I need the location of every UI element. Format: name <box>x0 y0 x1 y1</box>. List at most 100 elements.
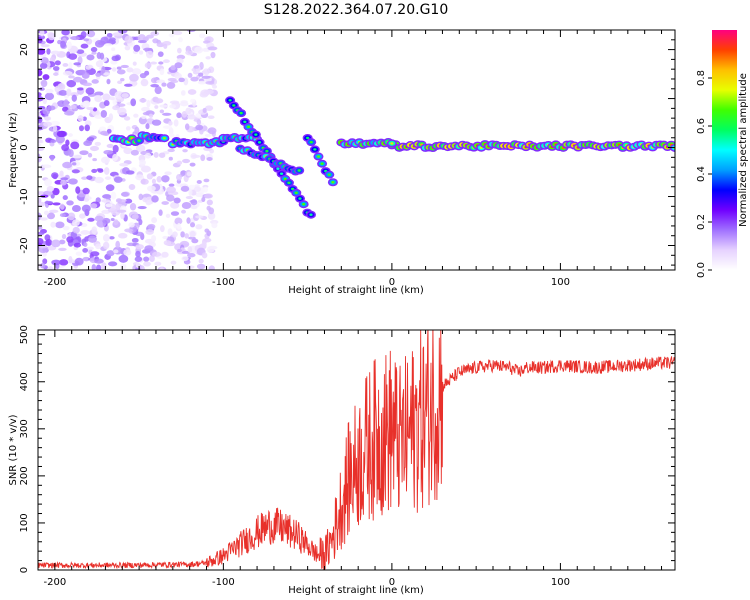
noise-blob <box>134 126 140 135</box>
feature-peak <box>331 181 335 184</box>
noise-blob <box>196 263 206 270</box>
noise-blob <box>169 100 180 105</box>
noise-blob <box>95 72 102 77</box>
noise-blob <box>106 78 111 85</box>
noise-blob <box>204 193 213 199</box>
snr-series <box>38 330 675 570</box>
noise-blob <box>119 162 129 167</box>
noise-blob <box>44 200 54 205</box>
noise-blob <box>54 60 61 66</box>
noise-blob <box>117 107 127 116</box>
noise-blob <box>115 240 121 249</box>
noise-blob <box>190 98 196 103</box>
noise-blob <box>118 232 128 239</box>
noise-blob <box>187 253 196 258</box>
noise-blob <box>52 187 60 196</box>
noise-blob <box>135 250 141 258</box>
feature-peak <box>298 197 302 200</box>
noise-blob <box>204 228 210 233</box>
noise-blob <box>83 242 88 247</box>
noise-blob <box>162 235 168 240</box>
y-tick-label: 0 <box>19 567 30 573</box>
noise-blob <box>172 231 178 238</box>
noise-blob <box>68 178 78 185</box>
noise-blob <box>185 50 194 56</box>
noise-blob <box>47 266 54 270</box>
noise-blob <box>200 154 206 162</box>
noise-blob <box>90 251 100 257</box>
noise-blob <box>116 209 127 213</box>
noise-blob <box>42 258 48 265</box>
noise-blob <box>97 168 104 173</box>
noise-blob <box>180 90 186 96</box>
noise-blob <box>163 59 170 63</box>
noise-blob <box>99 126 107 133</box>
feature-peak <box>390 142 394 145</box>
noise-blob <box>150 31 160 36</box>
noise-blob <box>91 79 99 84</box>
noise-blob <box>152 251 162 257</box>
noise-blob <box>160 225 165 233</box>
feature-peak <box>313 148 317 151</box>
noise-blob <box>39 217 48 221</box>
noise-blob <box>168 133 175 138</box>
noise-blob <box>173 119 179 127</box>
noise-blob <box>38 154 41 162</box>
noise-blob <box>51 172 59 179</box>
noise-blob <box>58 239 66 245</box>
y-axis-ticks: 0 100 200 300 400 500 <box>19 325 675 573</box>
feature-layer <box>108 96 675 219</box>
y-tick-label: 400 <box>19 372 30 391</box>
noise-blob <box>205 56 211 60</box>
noise-blob <box>190 199 198 206</box>
noise-blob <box>66 88 72 97</box>
noise-blob <box>170 260 177 265</box>
feature-peak <box>320 162 324 165</box>
noise-blob <box>156 79 166 84</box>
noise-blob <box>55 221 65 229</box>
noise-blob <box>141 106 150 112</box>
noise-blob <box>123 249 132 256</box>
noise-blob <box>72 219 80 227</box>
noise-blob <box>187 114 196 120</box>
noise-blob <box>81 204 91 213</box>
noise-blob <box>101 199 111 203</box>
noise-blob <box>66 200 74 206</box>
noise-blob <box>168 127 174 135</box>
noise-blob <box>124 198 133 204</box>
noise-blob <box>103 100 110 107</box>
noise-blob <box>85 65 92 70</box>
noise-blob <box>59 259 69 266</box>
noise-blob <box>151 217 158 224</box>
noise-blob <box>81 176 88 180</box>
noise-blob <box>139 72 147 79</box>
noise-blob <box>59 213 66 218</box>
noise-blob <box>91 168 98 174</box>
noise-blob <box>87 152 93 158</box>
noise-blob <box>103 149 114 155</box>
noise-blob <box>162 112 172 116</box>
noise-blob <box>203 186 208 193</box>
noise-blob <box>159 68 165 76</box>
noise-blob <box>206 199 213 206</box>
noise-blob <box>115 198 122 203</box>
noise-blob <box>51 259 61 266</box>
noise-blob <box>102 233 110 242</box>
feature-peak <box>294 191 298 195</box>
noise-blob <box>186 217 191 224</box>
noise-blob <box>38 226 43 230</box>
noise-blob <box>90 46 98 53</box>
noise-blob <box>146 185 156 192</box>
noise-blob <box>106 143 114 149</box>
noise-blob <box>129 73 139 82</box>
noise-blob <box>40 57 49 64</box>
noise-blob <box>47 105 56 111</box>
noise-blob <box>76 49 85 54</box>
noise-blob <box>83 197 90 202</box>
noise-blob <box>144 152 152 159</box>
noise-blob <box>168 33 175 38</box>
noise-blob <box>43 210 49 216</box>
noise-blob <box>121 93 129 98</box>
noise-blob <box>137 205 147 210</box>
noise-blob <box>117 80 123 85</box>
